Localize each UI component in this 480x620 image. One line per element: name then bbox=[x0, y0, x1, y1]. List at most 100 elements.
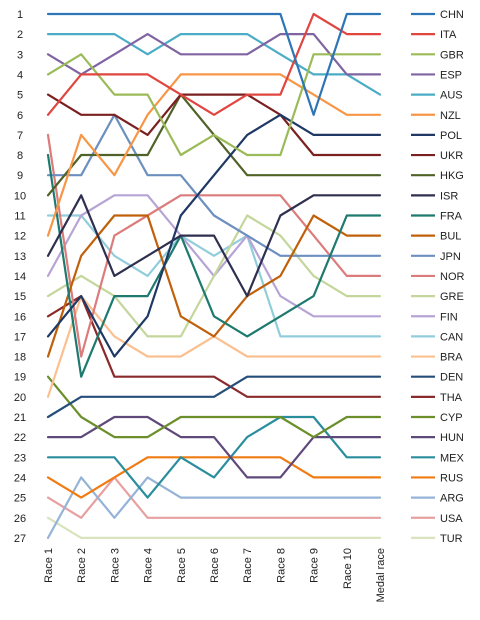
x-tick-label: Race 10 bbox=[342, 548, 354, 589]
legend-label: GRE bbox=[440, 291, 464, 303]
series-line-cyp bbox=[46, 375, 382, 439]
legend-item: DEN bbox=[411, 372, 463, 384]
y-tick-label: 13 bbox=[14, 251, 26, 263]
legend-label: FIN bbox=[440, 311, 458, 323]
series-line-rus bbox=[46, 456, 382, 499]
y-tick-label: 27 bbox=[14, 533, 26, 545]
series-line-ita bbox=[46, 12, 382, 116]
y-tick-label: 4 bbox=[17, 69, 23, 81]
legend-label: ESP bbox=[440, 69, 462, 81]
x-tick-label: Race 3 bbox=[109, 548, 121, 583]
series-line-nor bbox=[46, 133, 382, 358]
legend-label: RUS bbox=[440, 472, 463, 484]
legend-label: NZL bbox=[440, 110, 461, 122]
legend-label: TUR bbox=[440, 533, 463, 545]
series-line-nzl bbox=[46, 73, 382, 237]
legend-item: FRA bbox=[411, 211, 463, 223]
legend-item: FIN bbox=[411, 311, 458, 323]
legend-label: ISR bbox=[440, 190, 458, 202]
series-line-pol bbox=[46, 113, 382, 358]
legend-item: ESP bbox=[411, 69, 462, 81]
legend-label: CAN bbox=[440, 331, 463, 343]
x-axis: Race 1 Race 2 Race 3 Race 4 Race 5 Race 6 Race… bbox=[43, 548, 387, 602]
legend-item: GRE bbox=[411, 291, 464, 303]
legend-label: BUL bbox=[440, 231, 461, 243]
y-tick-label: 19 bbox=[14, 372, 26, 384]
legend-label: BRA bbox=[440, 352, 463, 364]
series-line-aus bbox=[46, 32, 382, 96]
legend-item: NOR bbox=[411, 271, 465, 283]
legend-item: BRA bbox=[411, 352, 463, 364]
x-tick-label: Race 2 bbox=[76, 548, 88, 583]
y-tick-label: 22 bbox=[14, 432, 26, 444]
legend-label: HKG bbox=[440, 170, 464, 182]
series-line-usa bbox=[46, 476, 382, 519]
y-tick-label: 20 bbox=[14, 392, 26, 404]
series-line-isr bbox=[46, 194, 382, 298]
series-line-gre bbox=[46, 214, 382, 338]
y-tick-label: 11 bbox=[14, 211, 25, 223]
legend-label: DEN bbox=[440, 372, 463, 384]
y-tick-label: 16 bbox=[14, 311, 26, 323]
y-tick-label: 12 bbox=[14, 231, 26, 243]
legend-item: USA bbox=[411, 513, 463, 525]
series-line-gbr bbox=[46, 53, 382, 157]
legend-item: ISR bbox=[411, 190, 458, 202]
y-tick-label: 2 bbox=[17, 29, 23, 41]
series-line-jpn bbox=[46, 113, 382, 257]
legend-label: UKR bbox=[440, 150, 463, 162]
y-tick-label: 3 bbox=[17, 49, 23, 61]
series-line-bul bbox=[46, 214, 382, 358]
legend-item: RUS bbox=[411, 472, 463, 484]
y-tick-label: 7 bbox=[17, 130, 23, 142]
x-tick-label: Race 5 bbox=[176, 548, 188, 583]
x-tick-label: Race 1 bbox=[43, 548, 55, 583]
x-tick-label: Medal race bbox=[375, 548, 387, 602]
y-tick-label: 25 bbox=[14, 493, 26, 505]
legend-label: CYP bbox=[440, 412, 463, 424]
series-line-tur bbox=[46, 516, 382, 540]
legend-label: GBR bbox=[440, 49, 464, 61]
legend-label: FRA bbox=[440, 211, 463, 223]
series-line-tha bbox=[46, 295, 382, 398]
legend-label: NOR bbox=[440, 271, 465, 283]
legend-item: BUL bbox=[411, 231, 461, 243]
legend-item: ARG bbox=[411, 493, 464, 505]
y-tick-label: 5 bbox=[17, 90, 23, 102]
series-line-esp bbox=[46, 32, 382, 76]
legend-label: HUN bbox=[440, 432, 464, 444]
legend-label: THA bbox=[440, 392, 463, 404]
series-line-fra bbox=[46, 153, 382, 378]
legend-label: ARG bbox=[440, 493, 464, 505]
legend-item: CAN bbox=[411, 331, 463, 343]
y-tick-label: 26 bbox=[14, 513, 26, 525]
series-line-chn bbox=[46, 12, 382, 116]
legend-item: JPN bbox=[411, 251, 461, 263]
legend-item: HUN bbox=[411, 432, 464, 444]
y-tick-label: 15 bbox=[14, 291, 26, 303]
legend-item: AUS bbox=[411, 90, 463, 102]
y-tick-label: 17 bbox=[14, 331, 26, 343]
legend-item: TUR bbox=[411, 533, 463, 545]
x-tick-label: Race 4 bbox=[143, 548, 155, 583]
series-lines bbox=[46, 12, 382, 540]
series-line-hun bbox=[46, 415, 382, 479]
y-tick-label: 6 bbox=[17, 110, 23, 122]
y-tick-label: 14 bbox=[14, 271, 26, 283]
legend-label: JPN bbox=[440, 251, 461, 263]
y-tick-label: 24 bbox=[14, 472, 26, 484]
series-line-arg bbox=[46, 476, 382, 540]
legend-label: CHN bbox=[440, 9, 464, 21]
x-tick-label: Race 9 bbox=[309, 548, 321, 583]
legend-item: NZL bbox=[411, 110, 461, 122]
y-tick-label: 10 bbox=[14, 190, 26, 202]
legend-item: HKG bbox=[411, 170, 464, 182]
legend-item: POL bbox=[411, 130, 462, 142]
series-line-ukr bbox=[46, 93, 382, 157]
series-line-can bbox=[46, 214, 382, 338]
legend-label: MEX bbox=[440, 452, 465, 464]
legend-item: ITA bbox=[411, 29, 457, 41]
y-tick-label: 1 bbox=[17, 9, 23, 21]
legend-item: CYP bbox=[411, 412, 463, 424]
